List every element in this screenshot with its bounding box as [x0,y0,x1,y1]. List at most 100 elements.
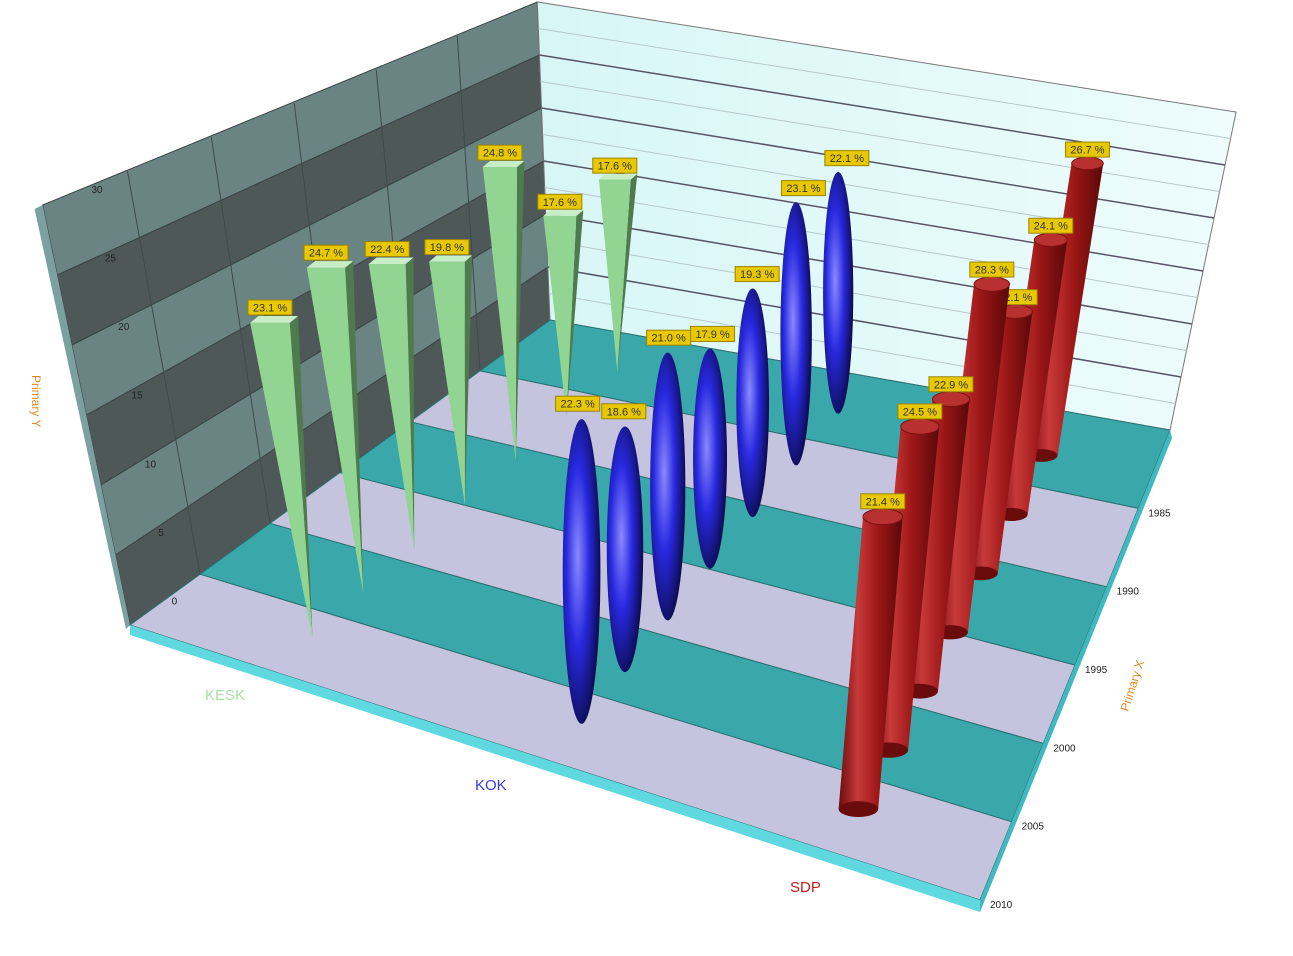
back-wall-gridline [545,213,1193,325]
y-tick-label: 0 [172,597,178,608]
bar-kesk-2003 [306,267,364,594]
bar-kesk-1999 [368,264,415,550]
bar-kok-1995 [693,348,728,569]
category-label-sdp: SDP [790,879,821,896]
data-label-box [1064,141,1110,158]
y-tick-label: 20 [118,322,130,333]
left-wall-gridline [456,35,481,371]
data-label-kok-1999: 21.0 % [652,333,686,345]
data-label-kesk-1987: 17.6 % [543,197,577,209]
data-label-sdp-2003: 24.5 % [903,406,937,418]
back-wall-gridline [541,107,1215,219]
data-label-kesk-1991: 24.8 % [483,148,517,160]
y-tick-label: 10 [145,459,157,470]
y-axis-title: Primary Y [29,375,43,427]
data-label-kok-2007: 22.3 % [561,399,595,411]
x-tick-label: 1990 [1117,587,1140,598]
data-label-kesk-1995: 19.8 % [430,242,464,254]
back-wall-gridline [538,28,1231,139]
data-label-sdp-1987: 24.1 % [1034,221,1068,233]
x-tick-label: 1995 [1085,665,1108,676]
bar-cap-sdp-2003 [900,418,940,435]
data-label-box [364,241,410,258]
back-wall-gridline [548,293,1176,404]
data-label-box [303,244,349,261]
x-tick-label: 2010 [990,900,1013,911]
bar-kok-1983 [823,171,854,414]
bar-base-sdp-2007 [838,801,879,817]
bar-side-kesk-2003 [345,261,364,594]
data-label-kesk-1983: 17.6 % [598,161,632,173]
bar-side-kesk-1987 [566,210,584,417]
bar-cap-sdp-1995 [973,276,1011,292]
data-label-box [646,329,692,346]
data-label-kesk-1999: 22.4 % [370,244,404,256]
data-label-kok-1983: 22.1 % [830,153,864,165]
x-tick-label: 2005 [1022,822,1045,833]
data-label-sdp-1999: 22.9 % [934,379,968,391]
data-label-box [897,403,943,420]
bar-kok-2007 [562,419,601,724]
bar-kesk-1987 [543,215,577,417]
bar-sdp-2007 [838,516,903,810]
back-wall-gridline [544,187,1198,298]
y-tick-label: 30 [91,185,103,196]
bar-top-kesk-1983 [598,173,638,180]
data-label-kesk-2007: 23.1 % [253,302,287,314]
bar-top-kesk-1991 [482,161,525,167]
data-label-box [537,193,583,210]
data-label-sdp-1995: 28.3 % [975,265,1009,277]
data-label-kesk-2003: 24.7 % [309,248,343,260]
back-wall-gridline [540,81,1220,192]
x-axis-title: Primary X [1118,659,1148,713]
x-tick-label: 1985 [1148,508,1171,519]
bar-cap-sdp-1983 [1071,156,1104,171]
bar-side-kesk-1995 [464,255,473,506]
data-label-kok-1995: 17.9 % [695,329,729,341]
left-wall-gridline [126,171,201,575]
bar-top-kesk-1987 [543,210,584,216]
y-tick-label: 5 [158,528,164,539]
bar-side-kesk-2007 [289,316,313,639]
y-tick-label: 25 [105,253,117,264]
data-label-box [424,239,470,256]
y-tick-label: 15 [132,391,144,402]
data-label-box [734,266,780,283]
bar-top-kesk-2003 [306,261,354,268]
back-wall-gridline [539,54,1226,166]
data-label-kok-2003: 18.6 % [607,406,641,418]
data-label-box [1028,217,1074,234]
bar-kesk-1983 [598,179,631,372]
data-label-box [601,403,647,420]
data-label-box [969,261,1015,278]
data-label-box [247,299,293,316]
category-label-kok: KOK [475,777,507,794]
back-wall-gridline [542,134,1209,245]
bar-kok-1999 [650,352,686,621]
data-label-box [928,376,974,393]
bar-top-kesk-1995 [429,255,473,262]
bar-kesk-1995 [429,261,465,506]
x-tick-label: 2000 [1053,743,1076,754]
left-wall-edge [34,205,130,629]
bar-side-kesk-1991 [515,161,525,461]
data-label-kok-1991: 19.3 % [740,269,774,281]
bar-cap-sdp-2007 [862,508,904,526]
data-label-box [824,150,870,167]
bar-top-kesk-1999 [368,257,414,264]
data-label-sdp-1983: 26.7 % [1070,145,1104,157]
floor-side-edge [980,430,1172,912]
data-label-box [780,180,826,197]
bar-side-kesk-1999 [405,257,415,550]
bar-kok-2003 [606,426,644,673]
bar-kesk-2007 [250,322,313,639]
data-label-kok-1987: 23.1 % [786,183,820,195]
data-label-box [860,493,906,510]
bar-side-kesk-1983 [617,173,638,372]
back-wall-gridline [547,266,1182,378]
bar-kok-1991 [736,288,770,518]
left-wall-gridline [210,137,271,524]
category-label-kesk: KESK [205,687,245,704]
data-label-box [477,144,523,161]
